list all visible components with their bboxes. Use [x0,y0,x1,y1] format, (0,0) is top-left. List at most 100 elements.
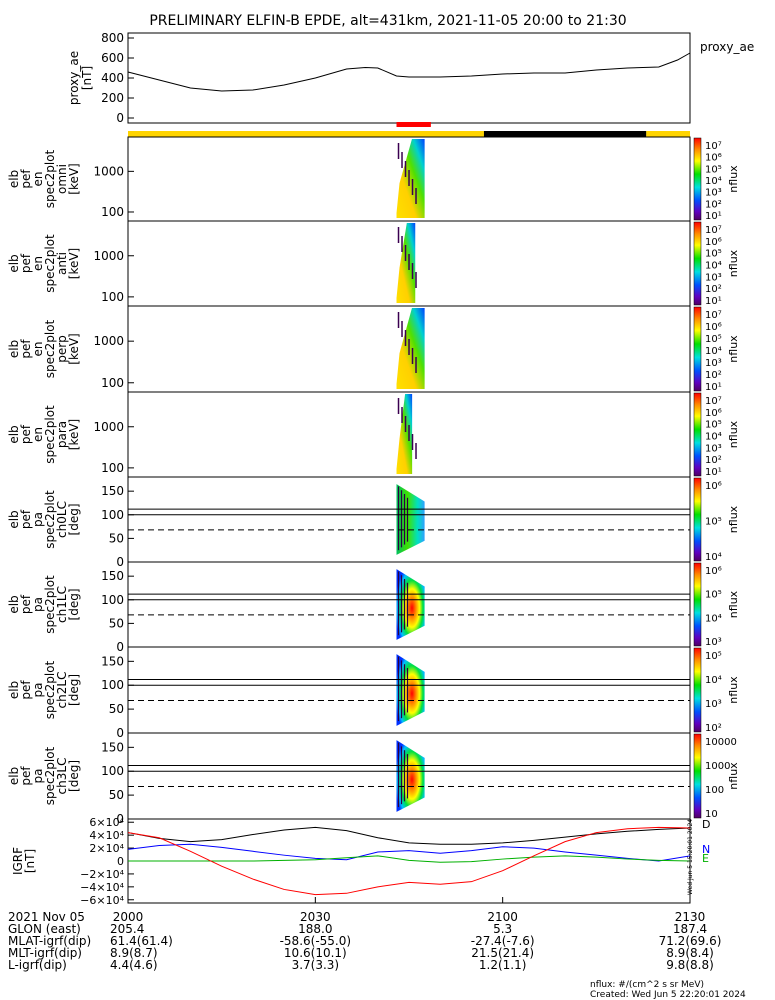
panel-ylabel-line: ch2LC [55,672,69,709]
table-cell: -58.6(-55.0) [280,934,351,948]
pitch-angle-flux-region [396,484,425,555]
table-date-label: 2021 Nov 05 [8,910,85,924]
panel-ylabel-line: ch0LC [55,501,69,538]
igrf-ylabel-line: IGRF [11,847,25,875]
ae-ytick-label: 600 [101,51,124,65]
colorbar-tick-label: 10³ [705,272,722,283]
pitch-ytick-label: 100 [101,678,124,692]
colorbar-tick-label: 10² [705,455,722,466]
colorbar [693,733,702,819]
panel-ylabel-line: spec2plot [43,149,57,208]
table-cell: 10.6(10.1) [284,946,347,960]
plot-title: PRELIMINARY ELFIN-B EPDE, alt=431km, 202… [149,13,626,29]
colorbar [693,562,702,647]
panel-ylabel-group: elbpefpaspec2plotch1LC[deg] [7,575,81,634]
panel-ylabel-line: [deg] [67,674,81,706]
time-tick-label: 2030 [300,910,331,924]
igrf-series-line [127,826,691,845]
colorbar [693,221,702,306]
panel-ylabel-line: [deg] [67,589,81,621]
igrf-ytick-label: 6×10⁴ [89,816,124,829]
colorbar-tick-label: 10⁵ [705,420,722,431]
energy-ytick-label: 100 [101,376,124,390]
colorbar-tick-label: 10² [705,199,722,210]
panel-ylabel-group: elbpefenspec2plotanti[keV] [7,234,81,293]
colorbar [693,477,702,562]
panel-ylabel-line: pef [19,509,33,529]
colorbar-tick-label: 10² [705,370,722,381]
panel-ylabel-line: en [31,342,45,357]
ae-ylabel-line: proxy_ae [67,51,81,105]
table-row-label: L-igrf(dip) [8,958,67,972]
status-bar [128,122,690,137]
status-segment [646,131,690,137]
pitch-angle-flux-region [396,569,425,640]
colorbar-tick-label: 10⁴ [705,176,722,187]
table-cell: 8.9(8.7) [110,946,158,960]
colorbar-tick-label: 10⁷ [705,141,722,152]
colorbar-label: nflux [727,165,740,193]
panel-ylabel-line: en [31,172,45,187]
igrf-ytick-label: 2×10⁴ [89,842,124,855]
energy-ytick-label: 1000 [93,249,124,263]
panel-ylabel-line: pef [19,594,33,614]
colorbar-tick-label: 10⁷ [705,396,722,407]
panel-ylabel-line: pef [19,680,33,700]
colorbar-tick-label: 100 [705,785,724,796]
panel-ylabel-line: elb [7,767,21,785]
igrf-series-line [127,843,691,862]
colorbar-tick-label: 10² [705,284,722,295]
igrf-series-label: N [702,843,710,856]
panel-ylabel-line: pa [31,597,45,612]
colorbar [693,392,702,477]
table-cell: 4.4(4.6) [110,958,158,972]
colorbar-tick-label: 10⁴ [705,346,722,357]
colorbar-tick-label: 10³ [705,443,722,454]
energy-ytick-label: 1000 [93,164,124,178]
igrf-ylabel-line: [nT] [23,849,37,873]
pitch-ytick-label: 50 [109,702,124,716]
panel-ylabel-line: spec2plot [43,575,57,634]
colorbar-tick-label: 10000 [705,737,737,748]
spectrogram-flux-region [396,394,413,474]
panel-ylabel-line: [keV] [67,419,81,450]
spectrogram-panel-anti: 1000100elbpefenspec2plotanti[keV]10⁷10⁶1… [7,220,740,307]
pitch-angle-flux-region [396,654,425,726]
igrf-series-line [127,826,691,896]
colorbar-tick-label: 10⁴ [705,552,722,563]
spectrogram-flux-region [396,308,425,389]
ae-ytick-label: 800 [101,31,124,45]
panel-ylabel-line: pa [31,683,45,698]
panel-ylabel-line: spec2plot [43,490,57,549]
status-segment [483,131,647,137]
pitch-ytick-label: 100 [101,508,124,522]
colorbar-tick-label: 10⁷ [705,310,722,321]
spectrogram-panel-ch0LC: 150 100 50 0 elbpefpaspec2plotch0LC[deg] 10⁶ 1… [7,476,740,569]
igrf-series-label: E [702,852,709,865]
igrf-ytick-label: −2×10⁴ [80,868,124,881]
panel-ylabel-line: spec2plot [43,746,57,805]
spectrogram-panel-ch3LC: 150 100 50 0 elbpefpaspec2plotch3LC[deg] 1000… [7,732,740,826]
pitch-ytick-label: 150 [101,654,124,668]
table-cell: 3.7(3.3) [292,958,340,972]
panel-ylabel-line: elb [7,510,21,528]
igrf-series-line [128,855,691,863]
panel-ylabel-line: pa [31,769,45,784]
ae-ytick-label: 0 [116,111,124,125]
panel-ylabel-line: en [31,256,45,271]
status-segment [128,131,484,137]
panel-ylabel: elbpefenspec2plotomni[keV] [7,149,81,208]
colorbar-label: nflux [727,249,740,277]
panel-ylabel-line: pef [19,169,33,189]
spectrogram-panel-ch2LC: 150 100 50 0 elbpefpaspec2plotch2LC[deg] 10⁵ 1… [7,646,740,740]
colorbar-tick-label: 1000 [705,761,730,772]
time-tick-label: 2000 [113,910,144,924]
panel-ylabel-line: elb [7,340,21,358]
table-cell: 21.5(21.4) [471,946,534,960]
panel-ylabel-line: spec2plot [43,234,57,293]
side-stamp: Wed Jun 5 15:20:01 2024 [687,819,694,895]
ae-legend: proxy_ae [700,40,754,54]
time-tick-label: 2100 [487,910,518,924]
igrf-series-label: D [702,818,710,831]
